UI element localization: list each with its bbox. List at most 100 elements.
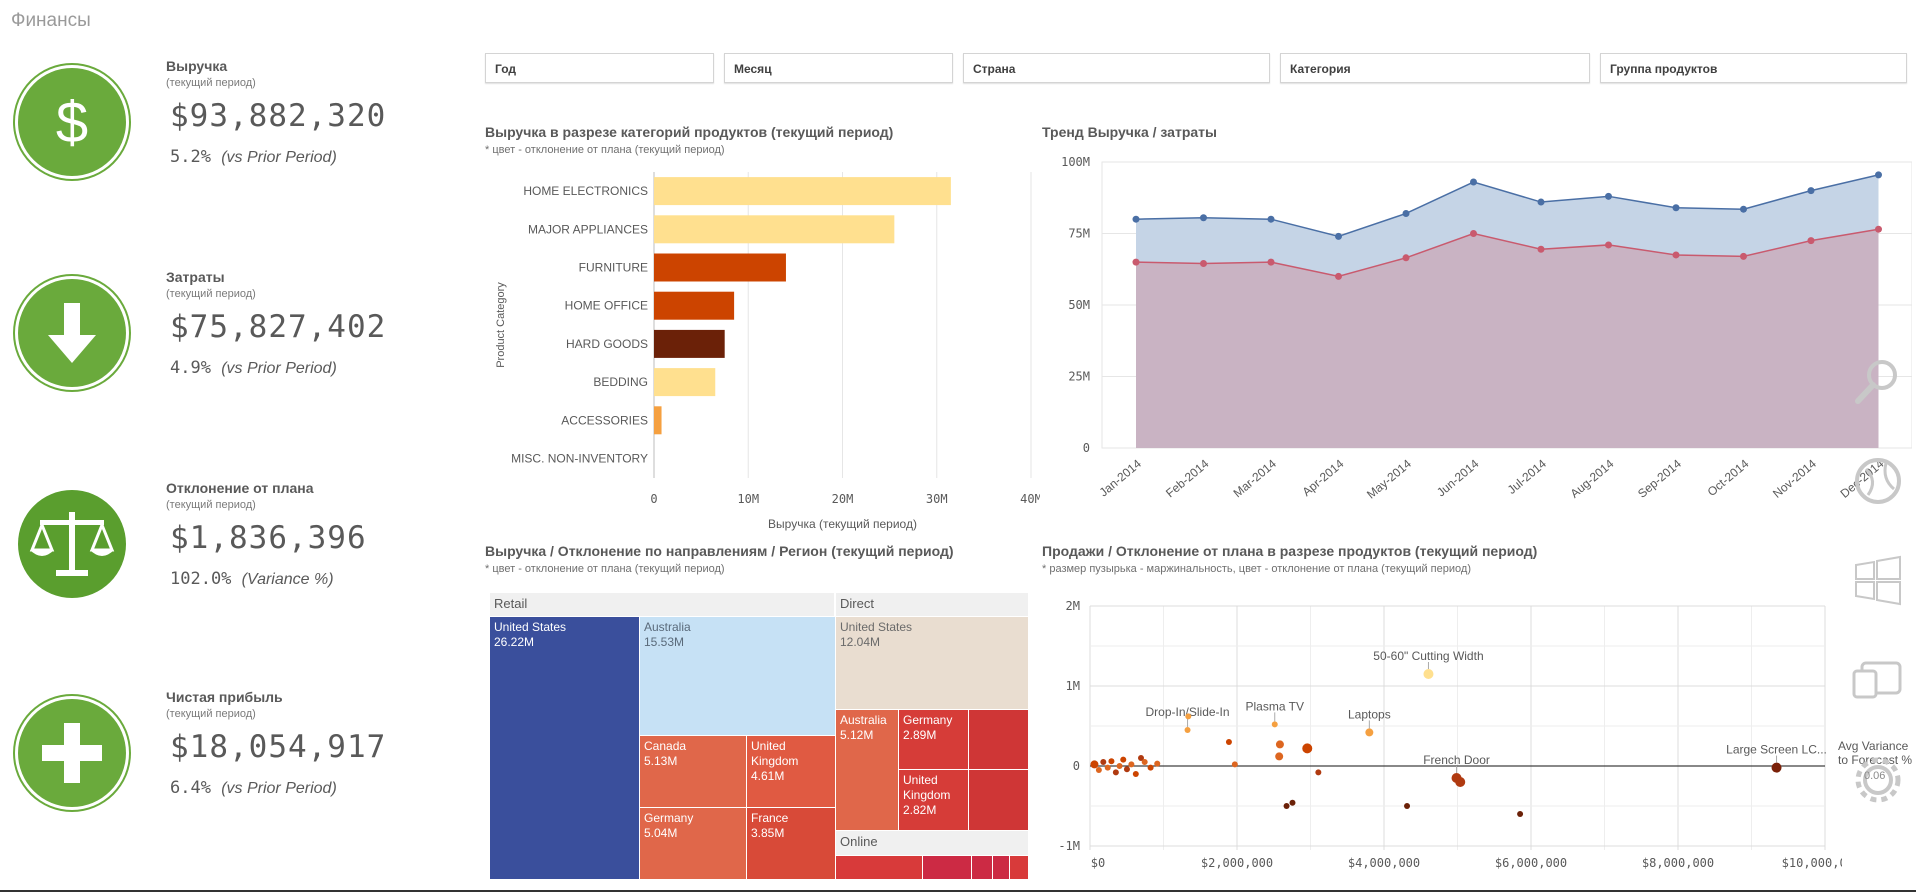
bar-x-tick: 30M bbox=[926, 492, 948, 506]
scatter-point bbox=[1275, 740, 1284, 749]
bar-category-label: HOME ELECTRONICS bbox=[523, 184, 648, 198]
treemap-cell[interactable]: Canada 5.13M bbox=[639, 735, 747, 808]
scatter-chart[interactable]: 2M 1M 0 -1M $0 $2,000,000 $4,000,000 $6,000,000… bbox=[1042, 590, 1842, 880]
trend-area-costs bbox=[1136, 229, 1879, 448]
kpi-title: Затраты bbox=[166, 269, 225, 285]
search-icon[interactable] bbox=[1852, 355, 1904, 407]
kpi-change-note: (Variance %) bbox=[241, 571, 334, 588]
filter-month[interactable]: Месяц bbox=[724, 53, 953, 83]
treemap[interactable]: Retail United States 26.22M Australia 15.5… bbox=[489, 592, 1029, 880]
kpi-change-note: (vs Prior Period) bbox=[221, 360, 337, 377]
trend-chart-title: Тренд Выручка / затраты bbox=[1042, 124, 1217, 140]
plus-icon bbox=[18, 699, 126, 807]
scatter-point bbox=[1132, 771, 1139, 777]
bar-category-label: HOME OFFICE bbox=[565, 299, 648, 313]
trend-point bbox=[1200, 260, 1207, 268]
treemap-cell[interactable] bbox=[922, 855, 972, 880]
treemap-cell[interactable] bbox=[968, 709, 1029, 770]
devices-icon[interactable] bbox=[1852, 655, 1904, 707]
treemap-cell-value: 3.85M bbox=[751, 826, 785, 840]
trend-point bbox=[1470, 230, 1477, 237]
trend-x-tick: Nov-2014 bbox=[1770, 456, 1819, 500]
treemap-cell[interactable]: Australia 5.12M bbox=[835, 709, 899, 831]
kpi-title: Выручка bbox=[166, 58, 228, 74]
windows-icon[interactable] bbox=[1852, 555, 1904, 607]
scatter-point bbox=[1123, 766, 1130, 773]
scatter-point bbox=[1289, 799, 1296, 806]
scatter-point bbox=[1404, 803, 1411, 809]
kpi-net-profit[interactable]: Чистая прибыль (текущий период) $18,054,… bbox=[0, 683, 460, 833]
avg-variance-value: 0.06 bbox=[1864, 770, 1886, 782]
trend-x-tick: Aug-2014 bbox=[1568, 456, 1617, 500]
scatter-point bbox=[1128, 761, 1135, 768]
treemap-cell[interactable]: United Kingdom 2.82M bbox=[898, 769, 969, 831]
scatter-point bbox=[1231, 761, 1238, 768]
treemap-cell-label: Germany bbox=[644, 811, 694, 825]
treemap-cell[interactable]: United Kingdom 4.61M bbox=[746, 735, 836, 808]
trend-point bbox=[1132, 258, 1140, 266]
treemap-cell[interactable]: France 3.85M bbox=[746, 807, 836, 880]
kpi-costs[interactable]: Затраты (текущий период) $75,827,402 4.9… bbox=[0, 263, 460, 413]
trend-point bbox=[1740, 205, 1747, 213]
treemap-cell[interactable] bbox=[835, 855, 923, 880]
treemap-subtitle: * цвет - отклонение от плана (текущий пе… bbox=[485, 563, 725, 575]
kpi-change-note: (vs Prior Period) bbox=[221, 149, 337, 166]
scatter-point bbox=[1147, 764, 1154, 771]
trend-point bbox=[1875, 225, 1882, 233]
trend-x-tick: Oct-2014 bbox=[1705, 456, 1752, 499]
treemap-cell-label: Germany bbox=[903, 713, 953, 727]
kpi-change-value: 6.4% bbox=[170, 778, 211, 798]
trend-y-tick: 75M bbox=[1068, 227, 1090, 241]
trend-x-tick: Sep-2014 bbox=[1635, 456, 1684, 500]
bar-category-label: HARD GOODS bbox=[566, 337, 648, 351]
scatter-y-tick: 2M bbox=[1066, 599, 1080, 613]
trend-point bbox=[1335, 232, 1342, 240]
treemap-cell-value: 5.04M bbox=[644, 826, 678, 840]
trend-x-tick: Jul-2014 bbox=[1505, 456, 1550, 497]
filter-year[interactable]: Год bbox=[485, 53, 714, 83]
treemap-cell-label: Australia bbox=[840, 713, 887, 727]
scatter-point bbox=[1771, 762, 1782, 773]
trend-x-tick: Mar-2014 bbox=[1231, 456, 1280, 500]
treemap-group-direct[interactable]: Direct bbox=[835, 592, 1029, 617]
bar-chart[interactable]: 0 10M 20M 30M 40M HOME ELECTRONICS MAJOR APPLI… bbox=[485, 160, 1040, 540]
treemap-group-retail[interactable]: Retail bbox=[489, 592, 835, 617]
trend-point bbox=[1875, 171, 1882, 179]
treemap-cell[interactable] bbox=[971, 855, 993, 880]
scatter-point bbox=[1271, 721, 1278, 728]
scatter-point bbox=[1517, 811, 1524, 817]
gear-icon[interactable] bbox=[1852, 754, 1904, 806]
treemap-cell[interactable]: United States 12.04M bbox=[835, 616, 1029, 710]
filter-country[interactable]: Страна bbox=[963, 53, 1270, 83]
kpi-change-note: (vs Prior Period) bbox=[221, 780, 337, 797]
treemap-cell[interactable]: Australia 15.53M bbox=[639, 616, 836, 736]
scatter-point bbox=[1225, 739, 1232, 745]
bar-chart-subtitle: * цвет - отклонение от плана (текущий пе… bbox=[485, 144, 725, 156]
treemap-cell[interactable] bbox=[1009, 855, 1029, 880]
dollar-icon: $ bbox=[18, 68, 126, 176]
kpi-variance[interactable]: Отклонение от плана (текущий период) $1,… bbox=[0, 474, 460, 624]
filter-product-group[interactable]: Группа продуктов bbox=[1600, 53, 1907, 83]
bar bbox=[654, 368, 716, 397]
treemap-cell-value: 26.22M bbox=[494, 635, 535, 649]
kpi-change: 4.9% (vs Prior Period) bbox=[170, 358, 337, 378]
treemap-cell-label: United Kingdom bbox=[903, 773, 951, 802]
kpi-subtitle: (текущий период) bbox=[166, 499, 256, 511]
trend-point bbox=[1335, 272, 1342, 280]
scatter-x-tick: $2,000,000 bbox=[1201, 856, 1273, 870]
treemap-cell[interactable] bbox=[968, 769, 1029, 831]
treemap-cell-value: 2.89M bbox=[903, 728, 937, 742]
treemap-cell[interactable] bbox=[992, 855, 1010, 880]
kpi-revenue[interactable]: $ Выручка (текущий период) $93,882,320 5… bbox=[0, 52, 460, 202]
trend-point bbox=[1267, 215, 1275, 223]
treemap-cell[interactable]: United States 26.22M bbox=[489, 616, 640, 880]
treemap-group-online[interactable]: Online bbox=[835, 830, 1029, 856]
treemap-cell[interactable]: Germany 2.89M bbox=[898, 709, 969, 770]
filter-category[interactable]: Категория bbox=[1280, 53, 1590, 83]
treemap-cell-value: 4.61M bbox=[751, 769, 785, 783]
trend-chart[interactable]: 100M 75M 50M 25M 0 Jan-2014 Feb-2014 Mar-2014 Ap… bbox=[1042, 145, 1912, 515]
treemap-cell[interactable]: Germany 5.04M bbox=[639, 807, 747, 880]
bar-x-tick: 20M bbox=[832, 492, 854, 506]
treemap-cell-value: 15.53M bbox=[644, 635, 685, 649]
globe-icon[interactable] bbox=[1852, 455, 1904, 507]
